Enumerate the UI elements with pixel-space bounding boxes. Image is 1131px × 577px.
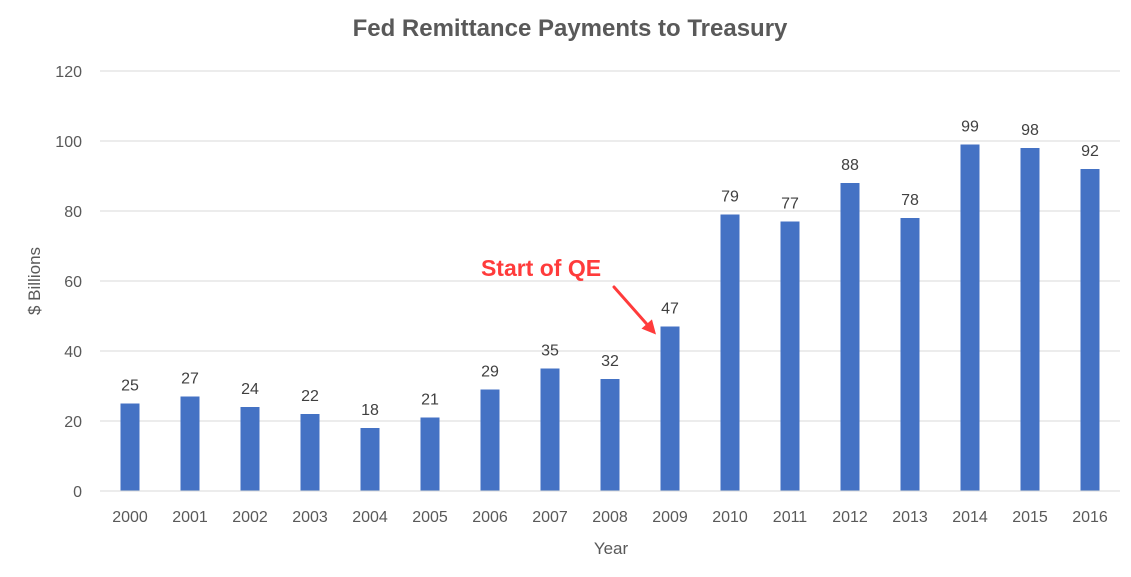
bar [960,144,980,491]
data-label: 92 [1081,143,1099,160]
data-label: 79 [721,189,739,206]
x-tick-label: 2006 [472,509,508,526]
data-label: 18 [361,402,379,419]
bar [720,214,740,491]
x-axis-title: Year [594,539,629,558]
x-axis-ticks: 2000 2001 2002 2003 2004 2005 2006 2007 2008 2009… [112,509,1108,526]
chart-title: Fed Remittance Payments to Treasury [353,15,788,42]
x-tick-label: 2009 [652,509,688,526]
x-tick-label: 2013 [892,509,928,526]
x-tick-label: 2000 [112,509,148,526]
y-tick-label: 100 [55,134,82,151]
bar [600,379,620,491]
bar [120,403,140,491]
data-label: 22 [301,388,319,405]
bar [540,368,560,491]
data-label: 29 [481,364,499,381]
y-tick-label: 80 [64,204,82,221]
y-tick-label: 120 [55,64,82,81]
data-label: 32 [601,353,619,370]
bar [300,414,320,491]
x-tick-label: 2008 [592,509,628,526]
annotation: Start of QE [481,255,656,335]
annotation-arrow-line [612,285,649,326]
bar [900,218,920,491]
y-tick-label: 20 [64,414,82,431]
x-tick-label: 2011 [773,509,808,526]
data-label: 25 [121,378,139,395]
bar [420,417,440,491]
annotation-arrow-head [641,319,656,335]
data-label: 98 [1021,122,1039,139]
bars [120,144,1100,491]
x-tick-label: 2004 [352,509,388,526]
y-tick-label: 0 [73,484,82,501]
bar [480,389,500,491]
bar [840,183,860,491]
bar [1080,169,1100,491]
gridlines [100,70,1120,422]
x-tick-label: 2015 [1012,509,1048,526]
x-tick-label: 2003 [292,509,328,526]
y-axis-ticks: 0 20 40 60 80 100 120 [55,64,82,501]
x-tick-label: 2005 [412,509,448,526]
data-label: 35 [541,343,559,360]
data-label: 24 [241,381,259,398]
data-label: 99 [961,119,979,136]
bar [180,396,200,491]
data-label: 78 [901,192,919,209]
data-label: 47 [661,301,679,318]
x-tick-label: 2007 [532,509,568,526]
bar [780,221,800,491]
data-label: 88 [841,157,859,174]
data-label: 27 [181,371,199,388]
data-labels: 25 27 24 22 18 21 29 35 32 47 79 77 88 78 99 98 92 [121,119,1099,420]
y-axis-title: $ Billions [25,247,44,315]
x-tick-label: 2012 [832,509,868,526]
bar [360,428,380,491]
data-label: 21 [421,392,439,409]
x-tick-label: 2002 [232,509,268,526]
y-tick-label: 60 [64,274,82,291]
y-tick-label: 40 [64,344,82,361]
annotation-text: Start of QE [481,255,601,281]
x-tick-label: 2001 [172,509,208,526]
x-tick-label: 2014 [952,509,988,526]
x-tick-label: 2010 [712,509,748,526]
data-label: 77 [781,196,799,213]
bar [1020,148,1040,491]
bar [660,326,680,491]
bar [240,407,260,491]
x-tick-label: 2016 [1072,509,1108,526]
